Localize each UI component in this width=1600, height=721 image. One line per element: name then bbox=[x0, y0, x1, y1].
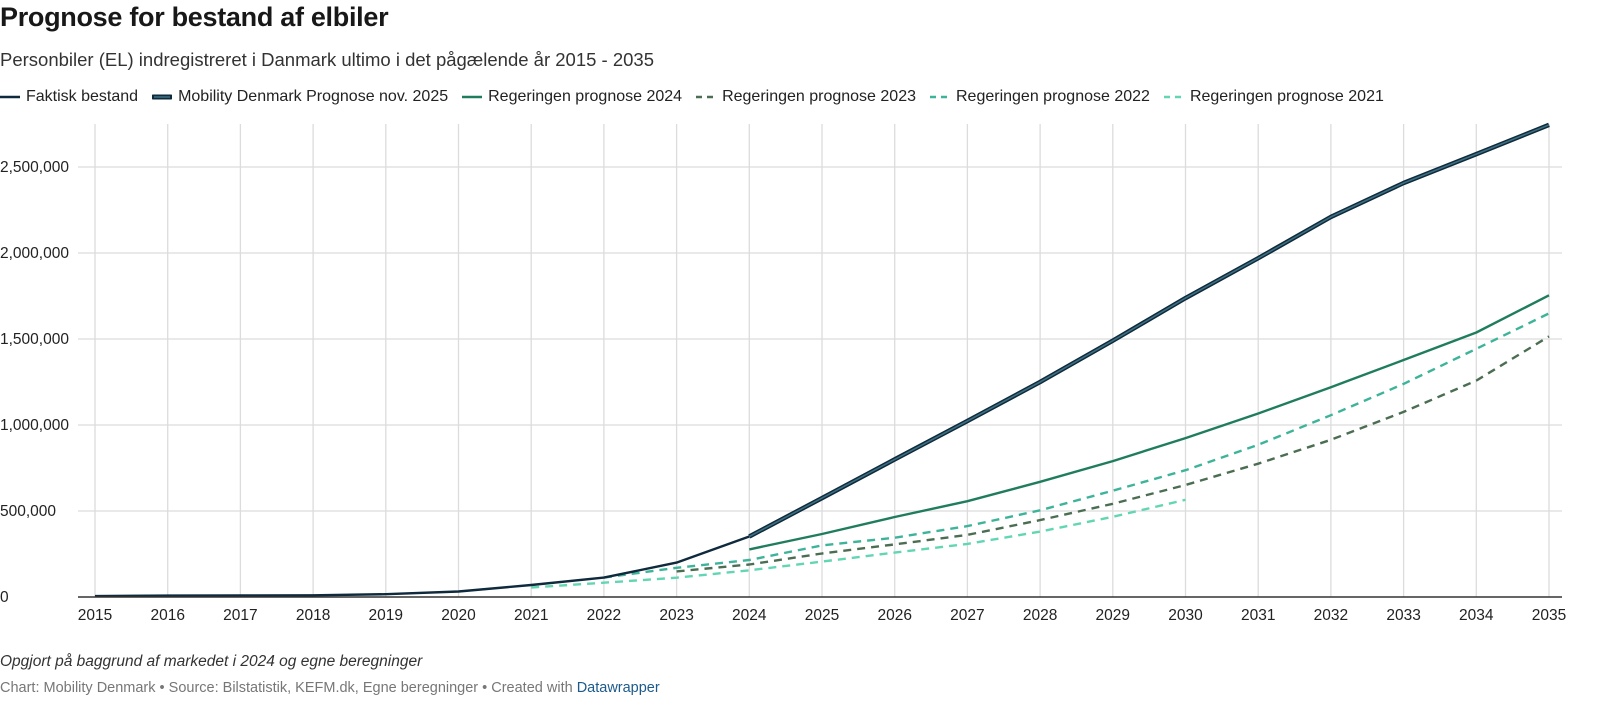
legend-swatch-icon bbox=[930, 95, 950, 99]
legend-label: Faktisk bestand bbox=[26, 88, 139, 105]
legend-swatch-icon bbox=[462, 95, 483, 99]
x-tick-label: 2033 bbox=[1386, 607, 1420, 624]
x-tick-label: 2021 bbox=[514, 607, 548, 624]
legend-item: Regeringen prognose 2023 bbox=[696, 88, 916, 106]
y-tick-label: 1,500,000 bbox=[0, 331, 69, 348]
chart-subtitle: Personbiler (EL) indregistreret i Danmar… bbox=[0, 49, 655, 70]
x-tick-label: 2031 bbox=[1241, 607, 1275, 624]
legend-label: Regeringen prognose 2021 bbox=[1189, 88, 1384, 105]
legend-label: Regeringen prognose 2023 bbox=[722, 88, 916, 105]
legend-label: Regeringen prognose 2022 bbox=[956, 88, 1150, 105]
x-tick-label: 2020 bbox=[441, 607, 476, 624]
series-line-regeringen-prognose-2022 bbox=[603, 312, 1550, 579]
x-tick-label: 2023 bbox=[659, 607, 693, 624]
legend-swatch-icon bbox=[696, 95, 717, 99]
x-tick-label: 2027 bbox=[950, 607, 984, 624]
legend-item: Mobility Denmark Prognose nov. 2025 bbox=[152, 88, 448, 106]
series-line-regeringen-prognose-2023 bbox=[676, 335, 1550, 573]
legend-item: Regeringen prognose 2021 bbox=[1163, 88, 1384, 106]
x-tick-label: 2022 bbox=[587, 607, 621, 624]
x-tick-label: 2030 bbox=[1168, 607, 1203, 624]
legend-item: Regeringen prognose 2022 bbox=[930, 88, 1150, 106]
series-line-regeringen-prognose-2021 bbox=[531, 498, 1186, 589]
x-tick-label: 2015 bbox=[78, 607, 112, 624]
y-tick-label: 0 bbox=[0, 589, 9, 606]
chart-note: Opgjort på baggrund af markedet i 2024 o… bbox=[0, 653, 423, 670]
y-tick-label: 2,000,000 bbox=[0, 245, 69, 262]
legend-swatch-icon bbox=[152, 94, 173, 100]
series-line-faktisk-bestand bbox=[94, 535, 750, 598]
x-tick-label: 2029 bbox=[1096, 607, 1130, 624]
legend-label: Mobility Denmark Prognose nov. 2025 bbox=[178, 88, 449, 105]
y-tick-label: 1,000,000 bbox=[0, 417, 69, 434]
legend: Faktisk bestand Mobility Denmark Prognose… bbox=[0, 88, 1398, 106]
legend-item: Faktisk bestand bbox=[0, 88, 138, 106]
x-tick-label: 2018 bbox=[296, 607, 330, 624]
legend-label: Regeringen prognose 2024 bbox=[488, 88, 683, 105]
x-tick-label: 2028 bbox=[1023, 607, 1057, 624]
y-tick-label: 500,000 bbox=[0, 503, 56, 520]
y-tick-label: 2,500,000 bbox=[0, 159, 69, 176]
series-line-mobility-denmark-prognose-nov-2025 bbox=[748, 124, 1550, 538]
x-tick-label: 2016 bbox=[150, 607, 184, 624]
x-tick-label: 2035 bbox=[1532, 607, 1566, 624]
datawrapper-link[interactable]: Datawrapper bbox=[576, 680, 660, 696]
x-tick-label: 2019 bbox=[369, 607, 403, 624]
series-line-regeringen-prognose-2024 bbox=[749, 294, 1550, 551]
x-tick-label: 2025 bbox=[805, 607, 839, 624]
series-line-mobility-denmark-prognose-nov-2025-outline bbox=[748, 122, 1550, 539]
x-tick-label: 2026 bbox=[877, 607, 911, 624]
x-tick-label: 2032 bbox=[1314, 607, 1348, 624]
legend-swatch-icon bbox=[0, 95, 20, 99]
chart-credit: Chart: Mobility Denmark • Source: Bilsta… bbox=[0, 680, 660, 696]
credit-text: Chart: Mobility Denmark • Source: Bilsta… bbox=[0, 680, 577, 696]
x-tick-label: 2034 bbox=[1459, 607, 1494, 624]
chart-title: Prognose for bestand af elbiler bbox=[0, 2, 389, 32]
legend-swatch-icon bbox=[1163, 95, 1184, 99]
x-tick-label: 2017 bbox=[223, 607, 257, 624]
x-tick-label: 2024 bbox=[732, 607, 767, 624]
legend-item: Regeringen prognose 2024 bbox=[462, 88, 682, 106]
